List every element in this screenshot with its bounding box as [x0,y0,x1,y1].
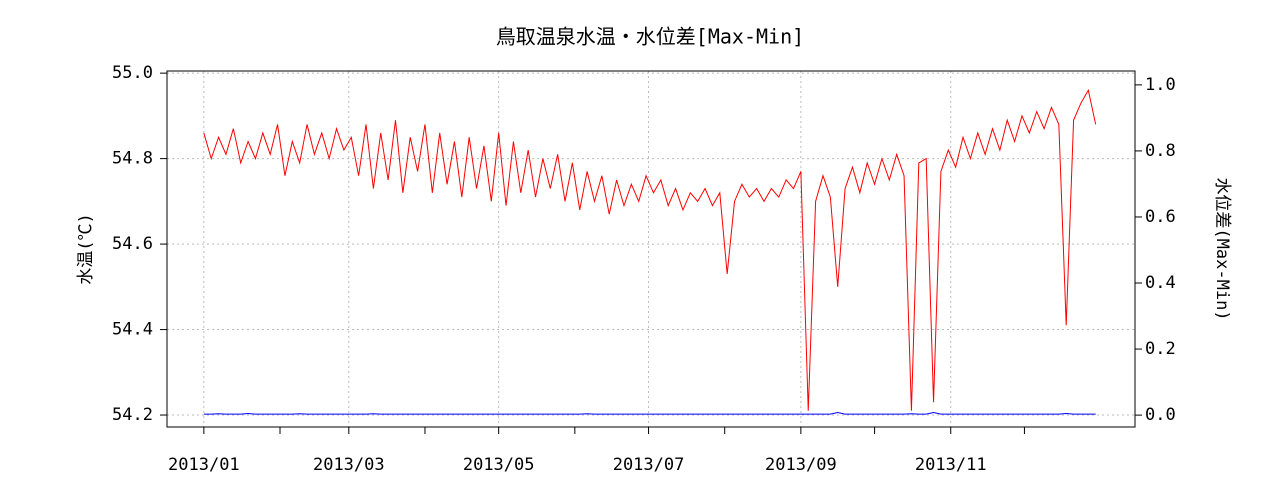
x-tick-label: 2013/09 [765,455,837,475]
y2-tick-label: 0.0 [1145,405,1176,425]
plot-frame [166,70,1136,428]
x-tick-label: 2013/01 [168,455,240,475]
y2-tick-label: 0.8 [1145,141,1176,161]
series-line [203,88,1097,411]
y-tick-label: 54.2 [112,405,153,425]
y2-axis-title: 水位差(Max-Min) [1212,177,1232,320]
y-axis-title: 水温(℃) [76,213,96,284]
y2-tick-label: 0.6 [1145,207,1176,227]
x-tick-label: 2013/11 [915,455,987,475]
y-tick-label: 54.4 [112,320,153,340]
y-tick-label: 54.6 [112,234,153,254]
y-tick-label: 54.8 [112,149,153,169]
y2-tick-label: 1.0 [1145,75,1176,95]
y-tick-label: 55.0 [112,63,153,83]
series-line [203,411,1096,415]
x-tick-label: 2013/07 [613,455,685,475]
y2-tick-label: 0.4 [1145,273,1176,293]
x-tick-label: 2013/03 [313,455,385,475]
x-tick-label: 2013/05 [463,455,535,475]
chart-title: 鳥取温泉水温・水位差[Max-Min] [496,25,804,49]
y2-tick-label: 0.2 [1145,339,1176,359]
